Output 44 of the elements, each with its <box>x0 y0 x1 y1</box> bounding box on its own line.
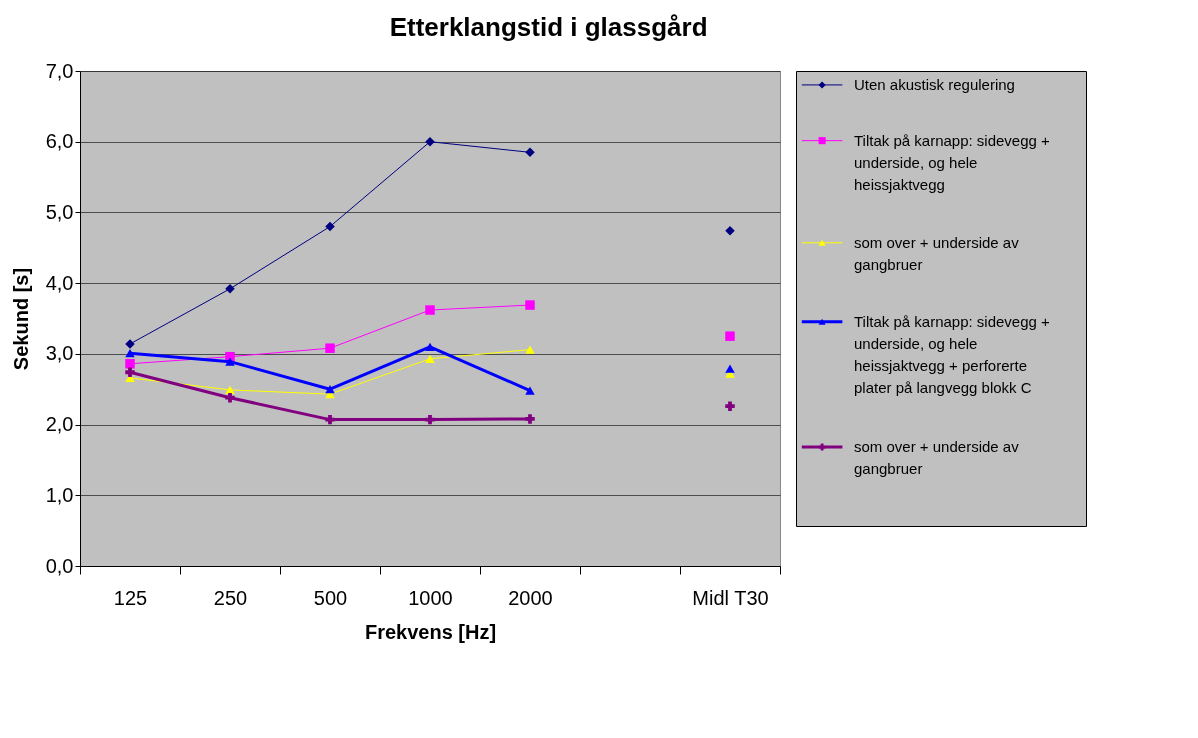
point <box>125 367 135 377</box>
legend-label: Tiltak på karnapp: sidevegg + underside, og hele heissjaktvegg <box>854 131 1051 193</box>
point <box>325 343 335 353</box>
x-tick-label: 2000 <box>508 586 553 609</box>
point <box>425 354 435 363</box>
y-tick-label: 6,0 <box>45 130 74 153</box>
y-tick-label: 2,0 <box>45 413 74 436</box>
point <box>425 414 435 425</box>
x-tick-label: Midl T30 <box>692 586 769 609</box>
point <box>225 357 235 366</box>
point <box>325 385 335 394</box>
point <box>525 300 535 310</box>
y-tick-label: 4,0 <box>45 271 74 294</box>
point <box>525 147 535 158</box>
x-tick-label: 1000 <box>408 586 453 609</box>
point <box>125 349 135 358</box>
point <box>525 414 535 424</box>
x-tick-label: 250 <box>213 586 248 609</box>
point <box>225 392 235 403</box>
y-tick-label: 1,0 <box>45 483 74 506</box>
x-tick-label: 125 <box>113 586 148 609</box>
point <box>725 331 735 341</box>
y-tick-label: 3,0 <box>45 342 74 365</box>
point <box>525 345 535 354</box>
point <box>425 342 435 351</box>
point <box>325 221 335 232</box>
x-tick-label: 500 <box>313 586 348 609</box>
legend-label: som over + underside av gangbruer <box>854 438 1020 478</box>
legend-label: som over + underside av gangbruer <box>854 233 1020 273</box>
legend-label: Tiltak på karnapp: sidevegg + underside, og hele heissjaktvegg + perforerte plater på langvegg blokk C <box>854 312 1051 396</box>
chart-title: Etterklangstid i glassgård <box>389 11 708 42</box>
point <box>325 414 335 425</box>
point <box>525 386 535 395</box>
y-tick-label: 7,0 <box>45 59 74 82</box>
x-axis-title: Frekvens [Hz] <box>364 620 497 643</box>
point <box>425 136 435 147</box>
point <box>725 401 735 411</box>
point <box>725 364 735 373</box>
legend-label: Uten akustisk regulering <box>854 75 1015 93</box>
y-tick-label: 0,0 <box>45 554 74 577</box>
point <box>125 359 135 369</box>
y-tick-label: 5,0 <box>45 200 74 223</box>
y-axis-title: Sekund [s] <box>9 267 32 371</box>
point <box>425 305 435 315</box>
